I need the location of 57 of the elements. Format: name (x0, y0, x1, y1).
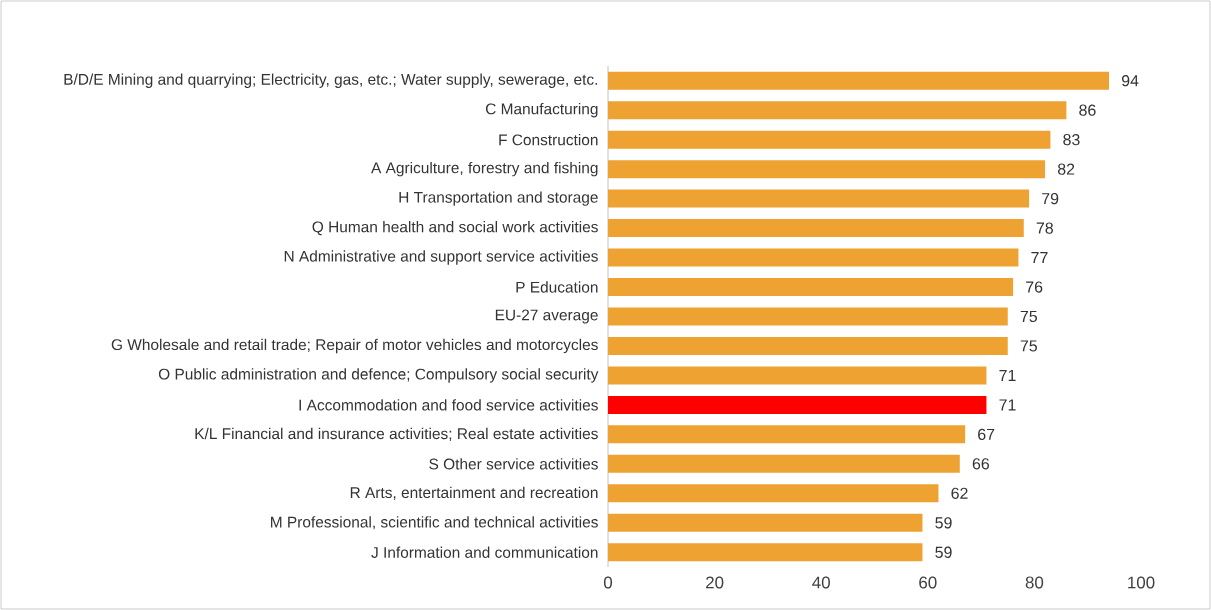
data-label: 67 (978, 428, 995, 441)
x-tick-label: 0 (603, 576, 613, 589)
y-tick-label: B/D/E Mining and quarrying; Electricity, gas, etc.; Water supply, sewerage, etc. (64, 73, 597, 88)
y-tick-label: P Education (516, 281, 598, 293)
bar (608, 513, 923, 532)
data-label: 76 (1026, 281, 1043, 293)
bar (608, 189, 1030, 208)
x-tick-label: 100 (1128, 576, 1155, 589)
bar (608, 219, 1024, 238)
data-label: 86 (1079, 104, 1096, 116)
data-label: 59 (935, 517, 952, 529)
data-label: 66 (972, 458, 989, 470)
data-label: 59 (935, 546, 952, 558)
bar (608, 130, 1051, 149)
y-tick-label: O Public administration and defence; Compulsory social security (158, 368, 599, 383)
x-tick-label: 20 (706, 576, 724, 589)
bar (608, 543, 923, 562)
y-tick-label: N Administrative and support service activities (284, 250, 598, 265)
data-label: 62 (951, 487, 968, 499)
bar (608, 454, 960, 473)
data-label: 71 (999, 399, 1016, 411)
y-tick-label: EU-27 average (495, 309, 598, 324)
x-tick-label: 80 (1025, 576, 1044, 589)
bar (608, 484, 939, 503)
y-tick-label: K/L Financial and insurance activities; Real estate activities (195, 427, 598, 441)
y-tick-label: H Transportation and storage (399, 191, 598, 206)
y-tick-label: G Wholesale and retail trade; Repair of motor vehicles and motorcycles (111, 338, 598, 354)
bar (608, 248, 1019, 267)
bar (608, 278, 1014, 297)
y-tick-label: A Agriculture, forestry and fishing (371, 161, 598, 177)
y-tick-label: M Professional, scientific and technical activities (271, 516, 598, 530)
bar (608, 366, 987, 385)
x-tick-label: 60 (919, 576, 937, 589)
data-label: 75 (1020, 310, 1038, 323)
y-tick-label: S Other service activities (429, 458, 598, 470)
bar (608, 395, 987, 414)
bar (608, 71, 1110, 90)
bar (608, 336, 1008, 355)
x-tick-label: 40 (812, 576, 830, 589)
bar (608, 160, 1046, 179)
data-label: 78 (1036, 222, 1053, 234)
data-label: 77 (1031, 252, 1048, 264)
bar (608, 307, 1008, 326)
data-label: 83 (1063, 134, 1080, 146)
y-tick-label: Q Human health and social work activities (312, 221, 598, 236)
y-tick-label: J Information and communication (371, 546, 598, 558)
bar (608, 425, 966, 444)
y-tick-label: C Manufacturing (485, 103, 598, 118)
data-label: 79 (1042, 192, 1059, 205)
data-label: 75 (1020, 340, 1038, 352)
y-tick-label: I Accommodation and food service activities (299, 399, 598, 411)
y-tick-label: F Construction (499, 134, 598, 146)
bar (608, 101, 1067, 120)
data-label: 94 (1121, 75, 1139, 87)
y-tick-label: R Arts, entertainment and recreation (350, 486, 598, 500)
data-label: 71 (999, 369, 1016, 381)
data-label: 82 (1057, 163, 1075, 175)
